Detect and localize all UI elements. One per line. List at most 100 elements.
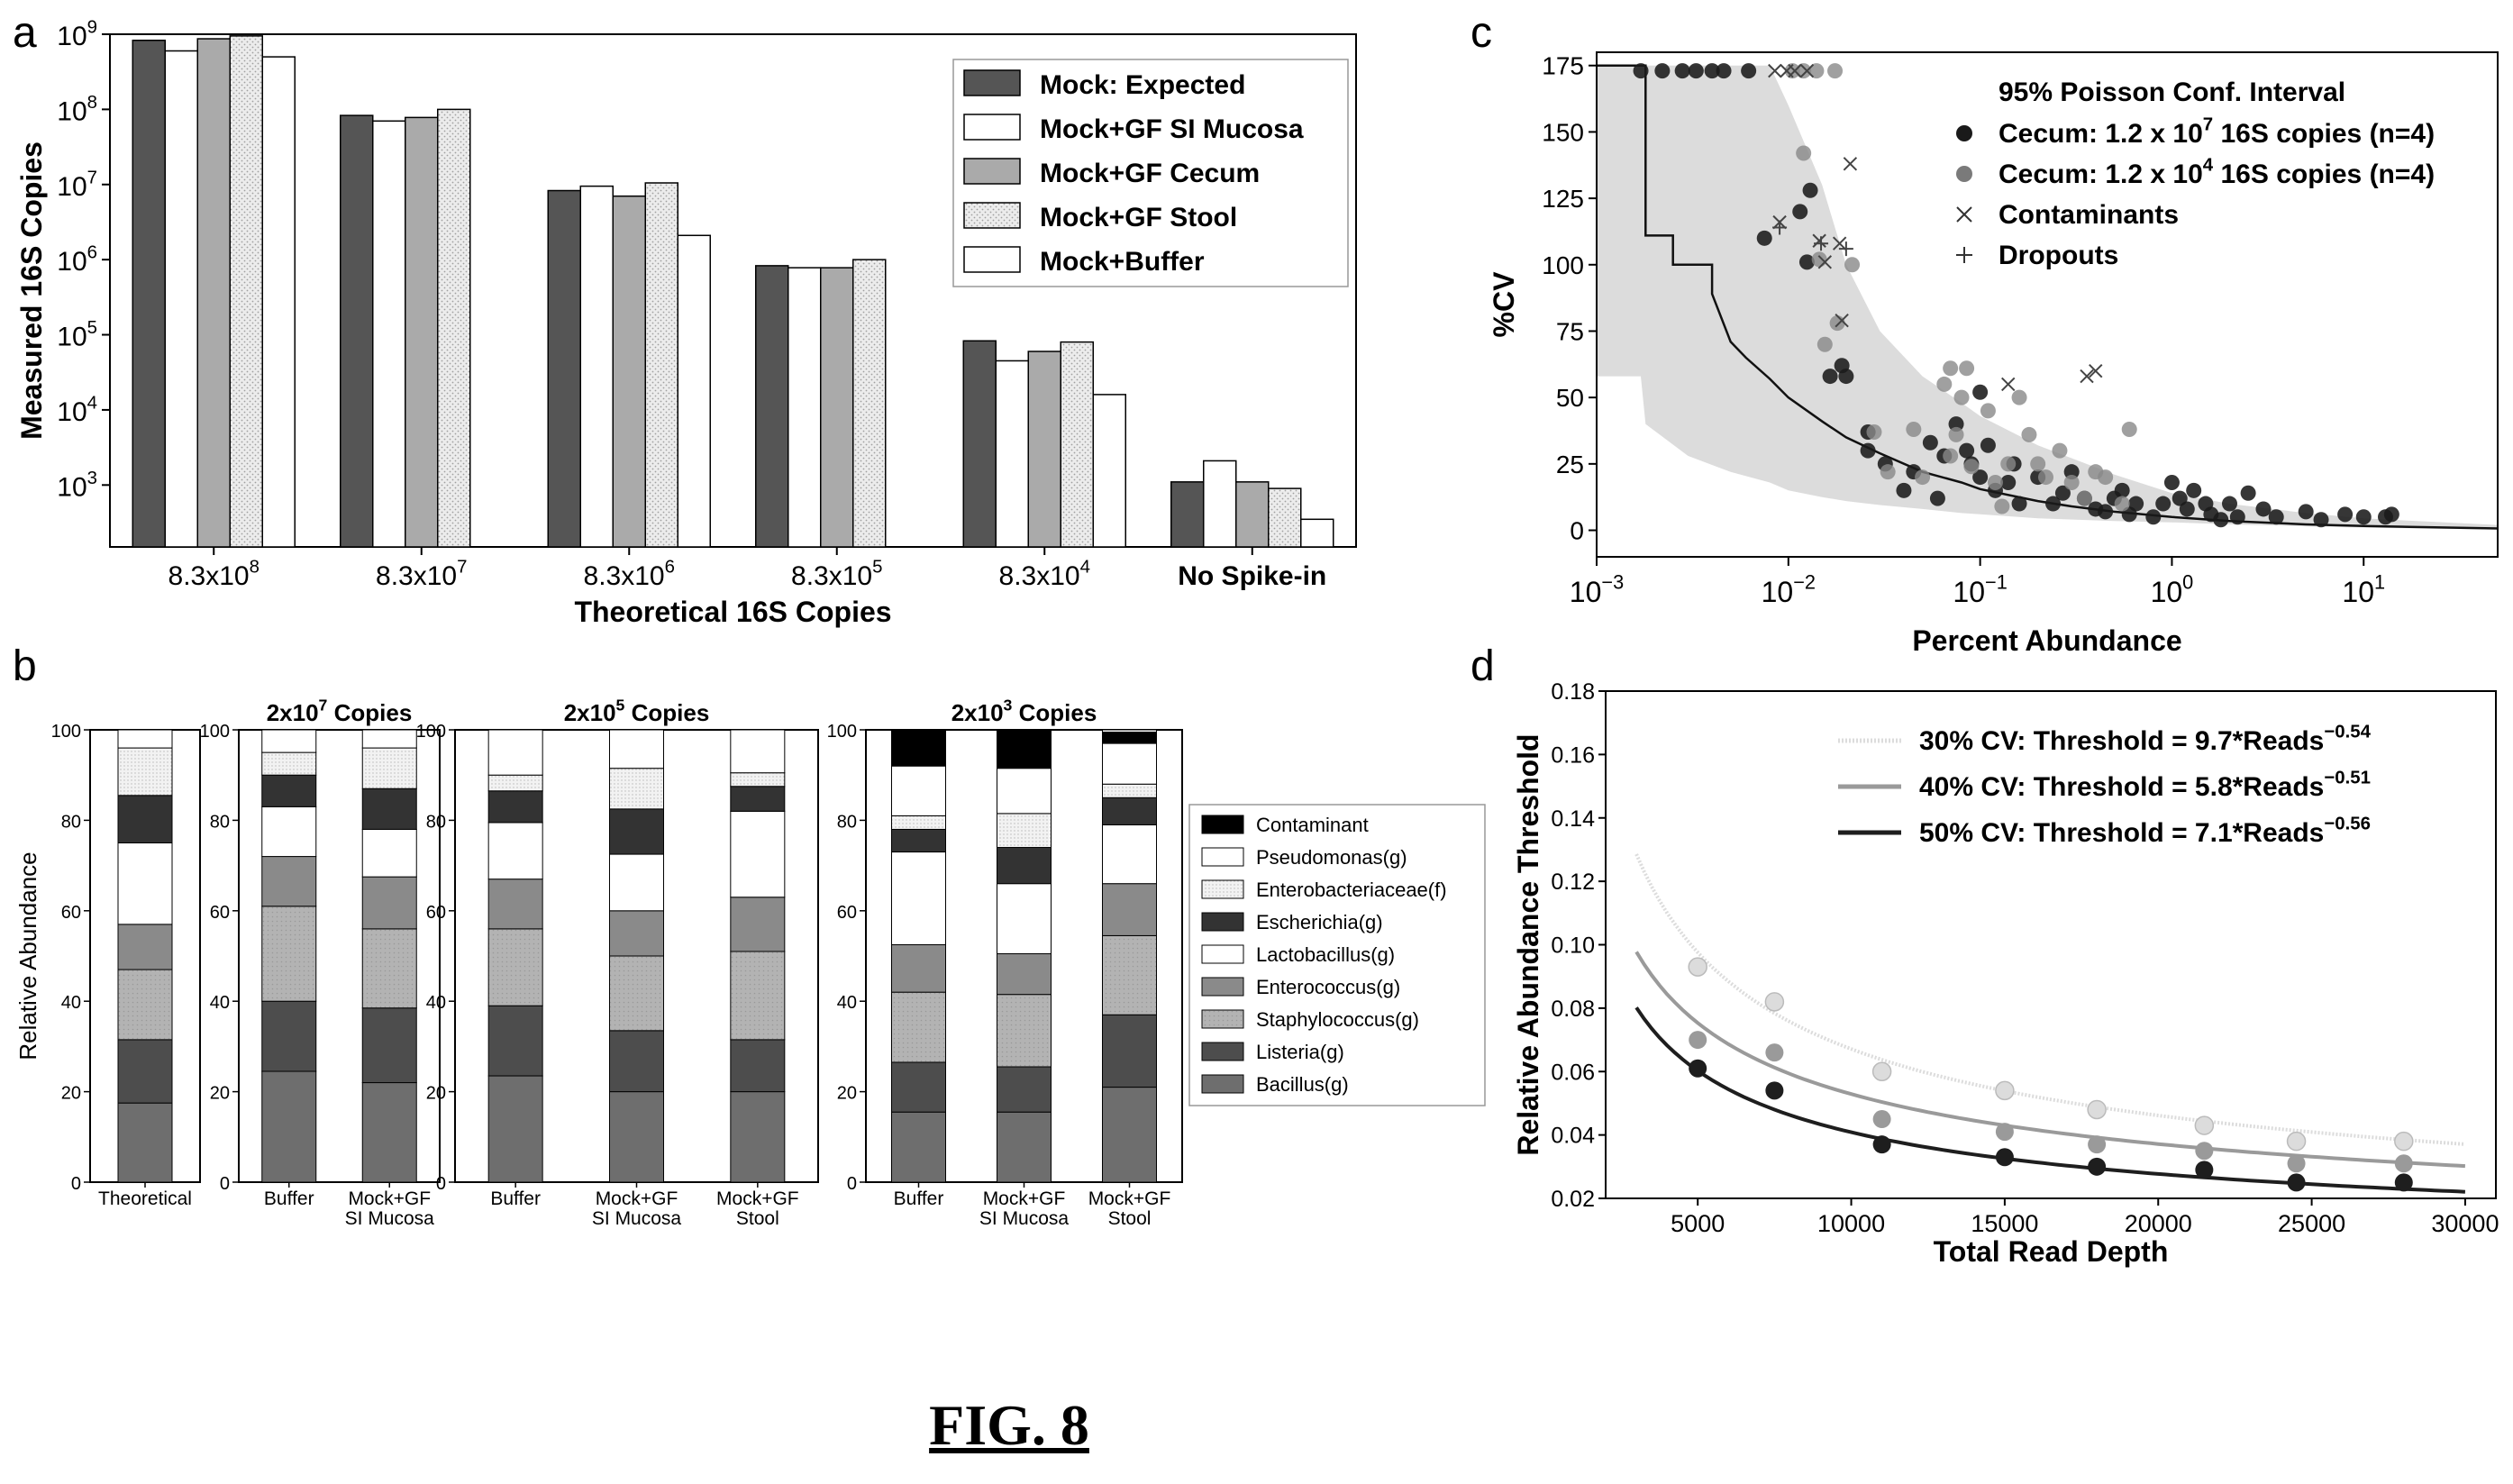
stack-segment bbox=[261, 1070, 317, 1183]
bar bbox=[1203, 460, 1237, 548]
legend-swatch bbox=[1201, 944, 1244, 964]
dropout-marker bbox=[1772, 220, 1788, 235]
stack-segment bbox=[1102, 797, 1157, 825]
stack-segment bbox=[997, 1111, 1052, 1183]
stack-segment bbox=[487, 1005, 543, 1077]
data-point bbox=[2186, 482, 2202, 498]
legend-label-exp: 7 bbox=[2203, 115, 2213, 135]
stack-segment bbox=[487, 729, 543, 776]
bar bbox=[677, 234, 711, 548]
panel-d-threshold-curves: 0.02 0.04 0.06 0.08 0.10 0.12 0.14 0.16 0.18 5000… bbox=[1512, 679, 2499, 1268]
x-tick-label-exp: 6 bbox=[665, 558, 675, 578]
y-tick-label: 20 bbox=[210, 1084, 230, 1104]
stack-segment bbox=[997, 1066, 1052, 1113]
stack-segment bbox=[487, 790, 543, 824]
x-tick-label-base: 10 bbox=[1570, 576, 1602, 608]
stack-segment bbox=[361, 747, 417, 789]
plot-frame bbox=[109, 33, 1357, 548]
data-point bbox=[2114, 482, 2130, 498]
data-point bbox=[1704, 63, 1720, 79]
x-tick-label: 25000 bbox=[2278, 1210, 2345, 1237]
data-point bbox=[1959, 442, 1975, 459]
y-axis-label: Measured 16S Copies bbox=[15, 141, 48, 440]
data-point bbox=[2255, 501, 2272, 517]
bar bbox=[1235, 481, 1270, 548]
y-tick-label-base: 10 bbox=[57, 22, 86, 51]
data-point bbox=[1765, 1043, 1784, 1062]
data-point bbox=[1808, 63, 1825, 79]
data-point bbox=[1963, 459, 1980, 475]
data-point bbox=[1756, 230, 1772, 246]
legend-label: Listeria(g) bbox=[1256, 1041, 1344, 1063]
x-tick-label-exp: −3 bbox=[1601, 571, 1624, 594]
bar bbox=[547, 189, 581, 548]
stack-segment bbox=[117, 842, 173, 925]
legend-swatch bbox=[1201, 815, 1244, 834]
stack-segment bbox=[361, 1007, 417, 1084]
y-tick-label-exp: 4 bbox=[87, 393, 97, 413]
data-point bbox=[2313, 512, 2329, 528]
data-point bbox=[2000, 474, 2017, 490]
y-tick-label: 108 bbox=[57, 93, 97, 127]
stack-segment bbox=[1102, 824, 1157, 885]
dropout-marker bbox=[1814, 236, 1829, 251]
bar bbox=[788, 267, 822, 548]
data-point bbox=[1674, 63, 1690, 79]
stack-segment bbox=[891, 1111, 946, 1183]
stack-segment bbox=[891, 828, 946, 853]
legend-swatch bbox=[1201, 1009, 1244, 1029]
group-title: 2x103 Copies bbox=[951, 696, 1097, 726]
stack-segment bbox=[730, 729, 786, 774]
y-tick-label: 60 bbox=[61, 903, 81, 923]
stack-segment bbox=[997, 952, 1052, 996]
data-point bbox=[1948, 416, 1964, 432]
legend-label: 30% CV: Threshold = 9.7*Reads−0.54 bbox=[1919, 723, 2372, 757]
stack-segment bbox=[891, 765, 946, 816]
legend-label: Mock+GF Stool bbox=[1040, 203, 1237, 232]
stack-segment bbox=[117, 795, 173, 843]
data-point bbox=[1764, 992, 1785, 1012]
stack-segment bbox=[997, 813, 1052, 849]
y-tick-label: 0.18 bbox=[1551, 679, 1595, 705]
x-tick-label-exp: −1 bbox=[1985, 571, 2008, 594]
data-point bbox=[2045, 496, 2062, 512]
stack-segment bbox=[361, 1082, 417, 1183]
legend-label: Mock: Expected bbox=[1040, 70, 1245, 100]
stack-segment bbox=[1102, 1014, 1157, 1088]
stack-segment bbox=[609, 853, 664, 912]
stack-segment bbox=[609, 910, 664, 957]
group-title-base: 2x10 bbox=[267, 699, 319, 726]
data-point bbox=[1943, 360, 1959, 377]
data-point bbox=[1798, 254, 1815, 270]
x-tick-label-base: 8.3x10 bbox=[999, 561, 1080, 591]
data-point bbox=[2088, 1157, 2107, 1176]
y-tick-label: 100 bbox=[51, 722, 81, 742]
bar bbox=[612, 195, 646, 548]
data-point bbox=[1972, 384, 1989, 400]
contaminant-marker bbox=[1817, 255, 1833, 269]
y-tick-label: 109 bbox=[57, 18, 97, 52]
bar bbox=[1300, 518, 1334, 548]
data-point bbox=[2063, 474, 2080, 490]
data-point bbox=[1689, 1031, 1707, 1050]
x-tick-label: 8.3x107 bbox=[376, 558, 467, 592]
data-point bbox=[1688, 957, 1707, 977]
legend-swatch bbox=[1201, 977, 1244, 997]
contaminant-marker bbox=[2080, 369, 2094, 384]
stack-segment bbox=[261, 1000, 317, 1072]
data-point bbox=[2114, 496, 2130, 512]
y-tick-label: 103 bbox=[57, 469, 97, 503]
stack-segment bbox=[487, 822, 543, 880]
y-tick-label-base: 10 bbox=[57, 323, 86, 352]
stack-segment bbox=[1102, 783, 1157, 798]
bar bbox=[995, 360, 1029, 548]
x-tick-label: Stool bbox=[736, 1208, 779, 1229]
data-point bbox=[2287, 1154, 2306, 1173]
data-point bbox=[2098, 469, 2114, 486]
data-point bbox=[2195, 1142, 2214, 1161]
x-tick-label: Buffer bbox=[894, 1188, 944, 1209]
group-title-exp: 3 bbox=[1004, 696, 1013, 714]
stack-segment bbox=[609, 768, 664, 810]
x-tick-label: 15000 bbox=[1971, 1210, 2038, 1237]
